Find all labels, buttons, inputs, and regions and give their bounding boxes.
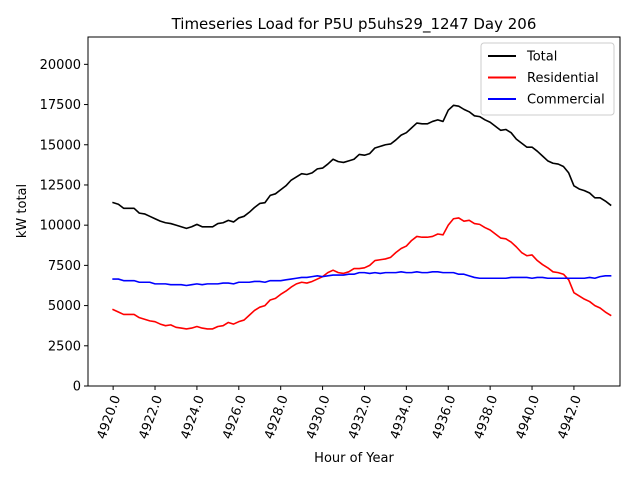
legend-label-commercial: Commercial [527, 93, 605, 108]
y-axis: 0 2500 5000 7500 10000 12500 15000 17500 20000 [40, 58, 88, 395]
y-tick-label: 12500 [40, 178, 81, 193]
y-tick-label: 10000 [40, 219, 81, 234]
y-axis-title: kW total [15, 184, 30, 238]
y-tick-label: 0 [73, 380, 81, 395]
series-line-commercial [112, 271, 612, 287]
y-tick-label: 15000 [40, 138, 81, 153]
legend: Total Residential Commercial [480, 42, 615, 116]
legend-label-residential: Residential [527, 71, 599, 86]
y-tick-label: 2500 [48, 339, 81, 354]
series-layer [112, 104, 612, 330]
legend-box [480, 42, 615, 116]
plot-frame [87, 36, 621, 387]
chart-title: Timeseries Load for P5U p5uhs29_1247 Day… [171, 15, 537, 34]
y-tick-label: 17500 [40, 98, 81, 113]
plot-area [112, 104, 612, 330]
y-tick-label: 20000 [40, 58, 81, 73]
y-tick-label: 7500 [48, 259, 81, 274]
legend-label-total: Total [526, 50, 557, 65]
y-tick-label: 5000 [48, 299, 81, 314]
legend-items: Total Residential Commercial [488, 50, 605, 108]
x-axis-title: Hour of Year [314, 451, 394, 466]
series-line-residential [112, 217, 612, 330]
series-line-total [112, 104, 612, 230]
